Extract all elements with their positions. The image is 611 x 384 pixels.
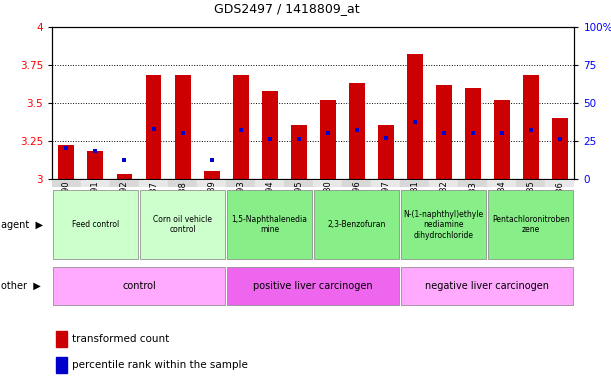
Bar bbox=[226, 180, 255, 187]
Text: GSM115686: GSM115686 bbox=[555, 181, 565, 232]
Bar bbox=[465, 88, 481, 179]
Text: GSM115687: GSM115687 bbox=[149, 181, 158, 232]
Bar bbox=[458, 180, 488, 187]
Bar bbox=[175, 75, 191, 179]
Bar bbox=[81, 180, 110, 187]
Text: GSM115683: GSM115683 bbox=[468, 181, 477, 232]
Bar bbox=[53, 267, 225, 305]
Bar bbox=[262, 91, 277, 179]
Text: N-(1-naphthyl)ethyle
nediamine
dihydrochloride: N-(1-naphthyl)ethyle nediamine dihydroch… bbox=[404, 210, 484, 240]
Bar bbox=[227, 190, 312, 259]
Text: negative liver carcinogen: negative liver carcinogen bbox=[425, 281, 549, 291]
Bar bbox=[516, 180, 546, 187]
Text: GSM115682: GSM115682 bbox=[439, 181, 448, 232]
Bar bbox=[488, 180, 516, 187]
Bar bbox=[145, 75, 161, 179]
Text: GSM115692: GSM115692 bbox=[120, 181, 129, 231]
Bar bbox=[488, 190, 574, 259]
Text: GSM115685: GSM115685 bbox=[526, 181, 535, 232]
Bar bbox=[53, 190, 138, 259]
Text: other  ▶: other ▶ bbox=[1, 281, 40, 291]
Text: GSM115691: GSM115691 bbox=[91, 181, 100, 231]
Text: agent  ▶: agent ▶ bbox=[1, 220, 43, 230]
Bar bbox=[371, 180, 400, 187]
Bar bbox=[436, 84, 452, 179]
Bar bbox=[284, 180, 313, 187]
Bar bbox=[197, 180, 226, 187]
Text: GSM115695: GSM115695 bbox=[294, 181, 303, 231]
Text: positive liver carcinogen: positive liver carcinogen bbox=[254, 281, 373, 291]
Bar bbox=[87, 151, 103, 179]
Bar bbox=[342, 180, 371, 187]
Text: Feed control: Feed control bbox=[72, 220, 119, 229]
Text: percentile rank within the sample: percentile rank within the sample bbox=[72, 360, 248, 370]
Bar bbox=[401, 267, 574, 305]
Text: Corn oil vehicle
control: Corn oil vehicle control bbox=[153, 215, 212, 234]
Bar bbox=[523, 75, 539, 179]
Bar bbox=[552, 118, 568, 179]
Bar bbox=[139, 180, 168, 187]
Text: GSM115680: GSM115680 bbox=[323, 181, 332, 232]
Bar bbox=[313, 180, 342, 187]
Bar bbox=[546, 180, 574, 187]
Bar bbox=[291, 126, 307, 179]
Bar bbox=[429, 180, 458, 187]
Bar bbox=[233, 75, 249, 179]
Text: GSM115688: GSM115688 bbox=[178, 181, 187, 232]
Text: GSM115689: GSM115689 bbox=[207, 181, 216, 232]
Text: GSM115690: GSM115690 bbox=[62, 181, 71, 231]
Bar bbox=[56, 357, 67, 373]
Bar bbox=[255, 180, 284, 187]
Bar bbox=[52, 180, 81, 187]
Bar bbox=[407, 54, 423, 179]
Text: control: control bbox=[122, 281, 156, 291]
Bar bbox=[140, 190, 225, 259]
Text: transformed count: transformed count bbox=[72, 334, 169, 344]
Bar bbox=[320, 100, 335, 179]
Bar bbox=[117, 174, 133, 179]
Bar bbox=[110, 180, 139, 187]
Text: 2,3-Benzofuran: 2,3-Benzofuran bbox=[327, 220, 386, 229]
Bar bbox=[401, 190, 486, 259]
Bar bbox=[227, 267, 400, 305]
Text: GSM115681: GSM115681 bbox=[410, 181, 419, 232]
Bar bbox=[203, 171, 219, 179]
Text: Pentachloronitroben
zene: Pentachloronitroben zene bbox=[492, 215, 569, 234]
Bar bbox=[59, 145, 75, 179]
Bar bbox=[400, 180, 429, 187]
Text: GSM115684: GSM115684 bbox=[497, 181, 507, 232]
Text: GSM115694: GSM115694 bbox=[265, 181, 274, 231]
Text: GSM115697: GSM115697 bbox=[381, 181, 390, 232]
Bar bbox=[56, 331, 67, 347]
Text: 1,5-Naphthalenedia
mine: 1,5-Naphthalenedia mine bbox=[232, 215, 307, 234]
Bar bbox=[494, 100, 510, 179]
Bar bbox=[168, 180, 197, 187]
Bar bbox=[349, 83, 365, 179]
Text: GSM115693: GSM115693 bbox=[236, 181, 245, 232]
Bar bbox=[314, 190, 400, 259]
Text: GSM115696: GSM115696 bbox=[352, 181, 361, 232]
Bar bbox=[378, 126, 393, 179]
Text: GDS2497 / 1418809_at: GDS2497 / 1418809_at bbox=[214, 2, 360, 15]
